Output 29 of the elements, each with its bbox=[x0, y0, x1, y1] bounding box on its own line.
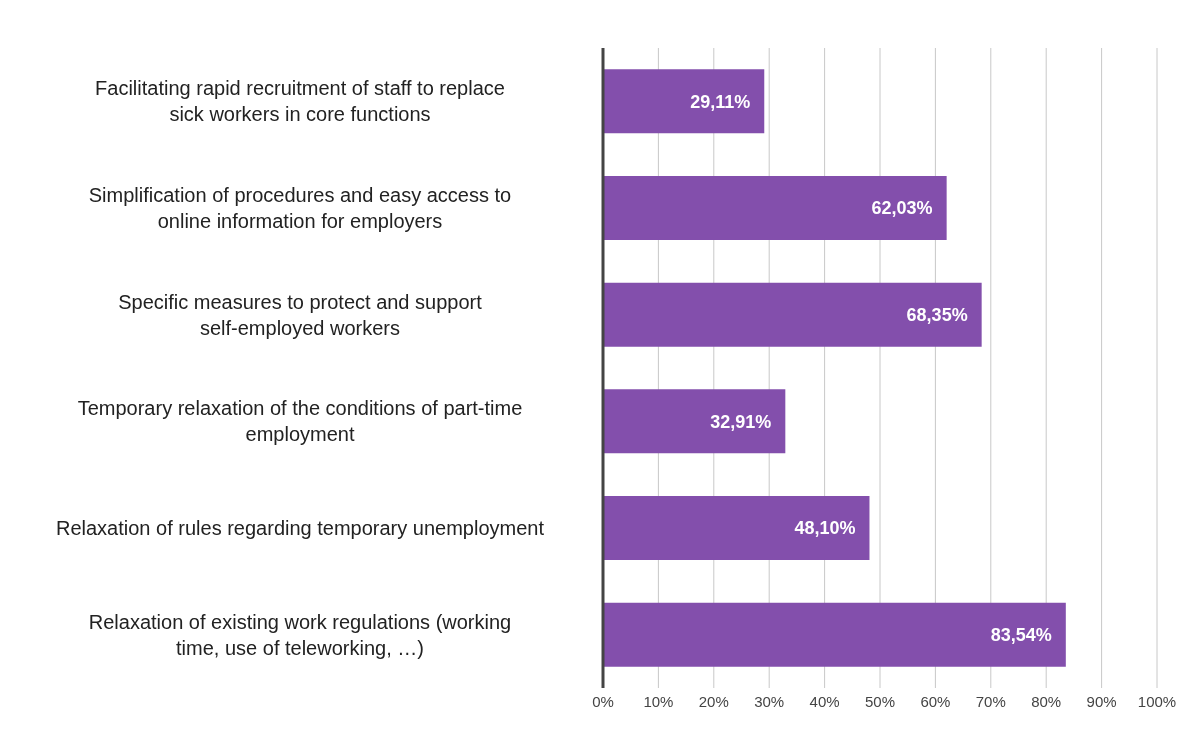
x-tick-label: 30% bbox=[754, 692, 785, 710]
bar bbox=[603, 69, 765, 134]
x-tick-label: 70% bbox=[975, 692, 1006, 710]
x-tick-label: 0% bbox=[592, 692, 614, 710]
data-label: 32,91% bbox=[710, 411, 772, 432]
y-tick-label: Relaxation of existing work regulations (working time, use of teleworking, …) bbox=[88, 610, 512, 659]
x-tick-label: 80% bbox=[1031, 692, 1062, 710]
data-label: 62,03% bbox=[871, 198, 933, 219]
y-tick-label: Temporary relaxation of the conditions of part-time employment bbox=[77, 397, 523, 446]
y-tick-label: Simplification of procedures and easy access to online information for employers bbox=[88, 184, 512, 232]
bar bbox=[603, 389, 786, 454]
y-tick-label: Specific measures to protect and support self-employed workers bbox=[118, 290, 483, 339]
x-tick-label: 50% bbox=[864, 692, 896, 710]
x-tick-label: 100% bbox=[1137, 692, 1177, 710]
x-tick-label: 60% bbox=[920, 692, 951, 710]
data-label: 48,10% bbox=[794, 518, 856, 539]
bar bbox=[603, 176, 947, 240]
x-tick-label: 20% bbox=[698, 692, 729, 710]
data-label: 29,11% bbox=[690, 91, 751, 112]
y-tick-label: Relaxation of rules regarding temporary unemployment bbox=[55, 517, 545, 539]
bar bbox=[603, 496, 870, 560]
data-label: 83,54% bbox=[990, 625, 1052, 646]
bar bbox=[603, 282, 982, 347]
x-tick-label: 40% bbox=[809, 692, 840, 710]
data-label: 68,35% bbox=[906, 305, 968, 326]
y-tick-label: Facilitating rapid recruitment of staff to replace sick workers in core functions bbox=[95, 77, 505, 126]
bar bbox=[603, 602, 1066, 667]
x-tick-label: 10% bbox=[643, 692, 674, 710]
x-tick-label: 90% bbox=[1086, 692, 1117, 710]
